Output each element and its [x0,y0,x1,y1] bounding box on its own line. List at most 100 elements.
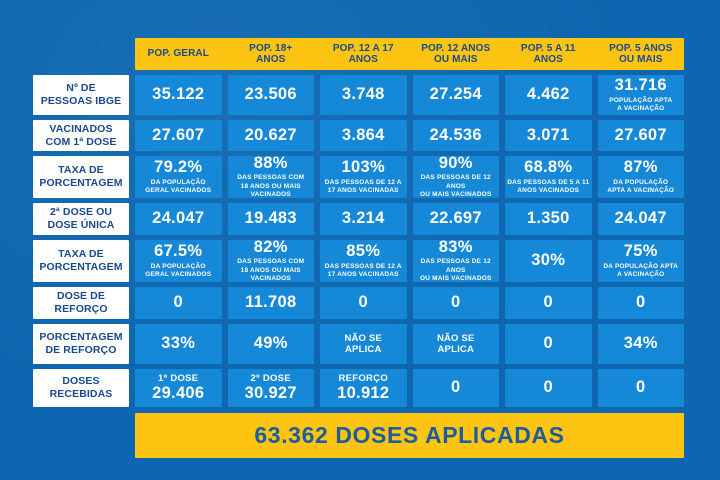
data-cell-value: 0 [636,378,646,397]
data-cell-subtext: DA POPULAÇÃO APTA A VACINAÇÃO [603,262,679,278]
data-cell: 19.483 [227,203,314,235]
column-header: POP. 5 ANOS OU MAIS [609,42,673,66]
data-cell-value: 83% [438,240,473,257]
data-cell: 67.5% DA POPULAÇÃO GERAL VACINADOS [135,240,222,282]
data-cell-value: 3.864 [341,125,385,144]
data-cell: 0 [505,324,592,364]
data-cell-value: 24.047 [614,209,667,228]
column-header: POP. 18+ ANOS [249,42,293,66]
row-label: VACINADOS COM 1ª DOSE [33,120,129,151]
data-cell-value: 0 [543,293,553,312]
data-cell-value: 67.5% [154,242,203,261]
data-cell-value: 30.927 [244,383,297,402]
column-header: POP. 12 ANOS OU MAIS [421,42,491,66]
data-cell-subtext: DAS PESSOAS DE 12 ANOS OU MAIS VACINADOS [419,258,492,282]
data-cell-value: 19.483 [244,209,297,228]
data-cell: 24.047 [135,203,222,235]
row-label: 2ª DOSE OU DOSE ÚNICA [33,203,129,235]
data-cell-subtext: DA POPULAÇÃO APTA A VACINAÇÃO [607,178,675,194]
data-cell: 11.708 [227,287,314,319]
data-cell: 0 [320,287,407,319]
data-cell: 0 [412,287,499,319]
data-cell: 88% DAS PESSOAS COM 18 ANOS OU MAIS VACIN… [227,156,314,198]
row-label: TAXA DE PORCENTAGEM [33,156,129,198]
data-cell-dose-type: 2º DOSE [250,373,291,385]
data-cell-value: 49% [253,334,288,353]
data-cell: 3.071 [505,120,592,151]
data-cell: 27.254 [412,75,499,115]
data-cell-subtext: DAS PESSOAS DE 5 A 11 ANOS VACINADOS [507,178,590,194]
data-cell: 79.2% DA POPULAÇÃO GERAL VACINADOS [135,156,222,198]
data-cell: 2º DOSE 30.927 [227,369,314,407]
data-cell-value: NÃO SE APLICA [344,332,383,355]
data-cell-value: 103% [341,158,385,177]
data-cell-value: 20.627 [244,125,297,144]
data-cell-value: 24.047 [152,209,205,228]
data-cell-subtext: POPULAÇÃO APTA A VACINAÇÃO [609,96,673,112]
row-label: DOSES RECEBIDAS [33,369,129,407]
data-cell-value: 29.406 [152,383,205,402]
data-cell: 3.864 [320,120,407,151]
data-cell-subtext: DAS PESSOAS DE 12 A 17 ANOS VACINADAS [324,262,402,278]
data-cell: 20.627 [227,120,314,151]
data-cell: 34% [597,324,684,364]
data-cell: 85% DAS PESSOAS DE 12 A 17 ANOS VACINADAS [320,240,407,282]
total-doses-label: 63.362 DOSES APLICADAS [254,422,565,448]
data-cell: 49% [227,324,314,364]
data-cell-value: 79.2% [154,158,203,177]
data-cell-dose-type: 1º DOSE [158,373,199,385]
data-cell-value: 27.607 [152,125,205,144]
data-cell: 90% DAS PESSOAS DE 12 ANOS OU MAIS VACINA… [412,156,499,198]
data-cell: 35.122 [135,75,222,115]
data-cell-value: 30% [531,251,566,270]
data-cell-value: 34% [623,334,658,353]
data-cell-dose-type: REFORÇO [338,373,389,385]
data-cell: 22.697 [412,203,499,235]
data-cell: 1.350 [505,203,592,235]
data-cell: 27.607 [135,120,222,151]
data-cell: 3.748 [320,75,407,115]
data-cell-value: 85% [346,242,381,261]
data-cell-subtext: DA POPULAÇÃO GERAL VACINADOS [145,178,212,194]
data-cell-value: 1.350 [526,209,570,228]
data-cell: 0 [135,287,222,319]
row-label: PORCENTAGEM DE REFORÇO [33,324,129,364]
data-cell: 23.506 [227,75,314,115]
data-cell-value: 0 [451,293,461,312]
data-cell-value: 23.506 [244,85,297,104]
data-cell-value: 11.708 [245,293,297,312]
data-cell-value: 35.122 [152,85,205,104]
data-cell: 68.8% DAS PESSOAS DE 5 A 11 ANOS VACINADO… [505,156,592,198]
data-cell: 0 [505,287,592,319]
data-cell-value: 3.071 [526,125,570,144]
data-cell: 24.536 [412,120,499,151]
data-cell: 103% DAS PESSOAS DE 12 A 17 ANOS VACINADA… [320,156,407,198]
data-cell-value: 82% [253,240,288,257]
data-cell-value: 22.697 [429,209,482,228]
data-cell: 82% DAS PESSOAS COM 18 ANOS OU MAIS VACIN… [227,240,314,282]
data-cell: 4.462 [505,75,592,115]
data-cell-value: 75% [623,242,658,261]
data-cell-value: 88% [253,156,288,173]
row-label: Nº DE PESSOAS IBGE [33,75,129,115]
data-cell-value: 27.607 [614,125,667,144]
data-cell: REFORÇO 10.912 [320,369,407,407]
data-cell-subtext: DAS PESSOAS DE 12 ANOS OU MAIS VACINADOS [419,174,492,198]
data-cell-value: 0 [543,378,553,397]
column-header-band: POP. GERAL POP. 18+ ANOS POP. 12 A 17 ANOS… [135,38,684,70]
data-cell-value: 10.912 [337,383,390,402]
data-cell-value: 4.462 [526,85,570,104]
data-cell-value: 3.748 [341,85,385,104]
data-cell: 3.214 [320,203,407,235]
data-cell-value: 31.716 [614,76,667,95]
data-cell-value: 90% [438,156,473,173]
data-cell: NÃO SE APLICA [412,324,499,364]
data-cell: 1º DOSE 29.406 [135,369,222,407]
vaccination-table: POP. GERAL POP. 18+ ANOS POP. 12 A 17 ANOS… [33,38,684,407]
data-cell-value: 27.254 [429,85,482,104]
data-cell: 83% DAS PESSOAS DE 12 ANOS OU MAIS VACINA… [412,240,499,282]
data-cell: 0 [505,369,592,407]
column-header: POP. 5 A 11 ANOS [520,42,576,66]
data-cell: 0 [597,369,684,407]
column-header: POP. 12 A 17 ANOS [332,42,394,66]
